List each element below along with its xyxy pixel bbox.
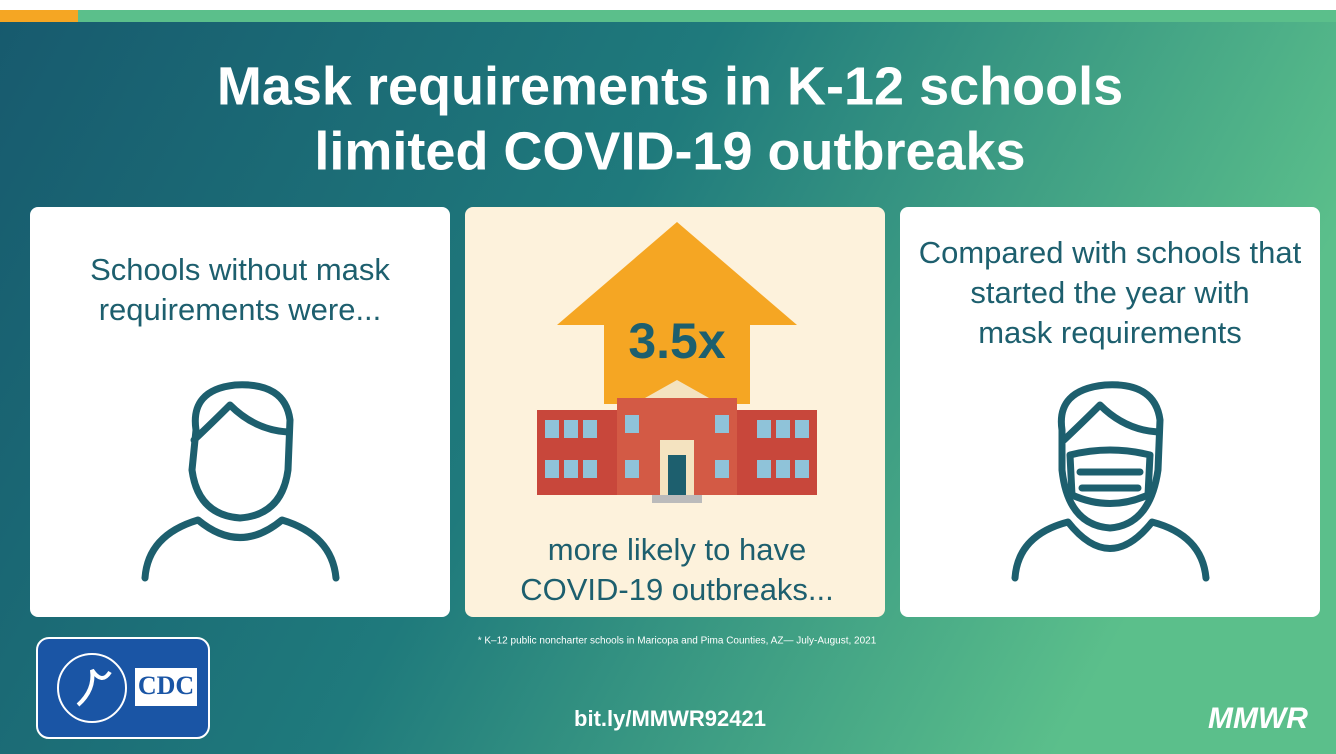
top-accent (0, 10, 78, 22)
brand: MMWR (1208, 702, 1308, 735)
infographic: Mask requirements in K-12 schools limite… (0, 0, 1336, 754)
title-line: limited COVID-19 outbreaks (314, 121, 1025, 181)
panel-text: more likely to have (548, 532, 806, 567)
panel-text: requirements were... (99, 292, 382, 327)
cdc-text: CDC (138, 671, 194, 700)
title-line: Mask requirements in K-12 schools (217, 56, 1123, 116)
footnote: * K–12 public noncharter schools in Mari… (478, 636, 877, 647)
stat: 3.5x (628, 313, 726, 369)
panel-text: mask requirements (978, 315, 1242, 350)
panel-text: Schools without mask (90, 252, 390, 287)
panel-text: COVID-19 outbreaks... (520, 572, 834, 607)
panel-text: started the year with (970, 275, 1249, 310)
url: bit.ly/MMWR92421 (574, 706, 766, 731)
top-strip (0, 10, 1336, 22)
panel-text: Compared with schools that (919, 235, 1302, 270)
